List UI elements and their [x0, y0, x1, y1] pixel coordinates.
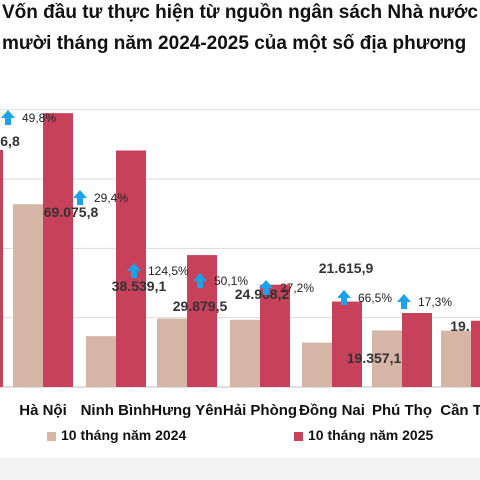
bar-2025	[260, 284, 290, 387]
bar-2024	[372, 330, 402, 387]
chart-title-line-1: Vốn đầu tư thực hiện từ nguồn ngân sách …	[2, 2, 478, 23]
category-label: Phú Thọ	[372, 402, 432, 419]
growth-arrow-icon	[193, 273, 207, 288]
data-label: 19.	[450, 318, 469, 334]
bar-2024	[230, 319, 260, 387]
category-label: Ninh Bình	[81, 402, 152, 419]
data-label: 69.075,8	[44, 204, 99, 220]
growth-arrow-icon	[397, 294, 411, 309]
bar-2024	[302, 342, 332, 387]
category-label: Đồng Nai	[299, 402, 365, 419]
growth-label: 50,1%	[214, 274, 248, 288]
bottom-strip	[0, 458, 480, 480]
chart-title-line-2: mười tháng năm 2024-2025 của một số địa …	[2, 33, 467, 54]
growth-arrow-icon	[73, 190, 87, 205]
growth-arrow-icon	[1, 110, 15, 125]
data-label: 6,8	[0, 133, 20, 149]
data-label: 21.615,9	[319, 260, 374, 276]
category-label: Cần Thơ	[440, 402, 480, 419]
bar-2024	[441, 330, 471, 387]
category-label: Hưng Yên	[151, 402, 222, 419]
bar-2025	[43, 113, 73, 387]
growth-arrow-icon	[337, 290, 351, 305]
data-label: 24.968,2	[235, 286, 290, 302]
growth-label: 27,2%	[280, 281, 314, 295]
bar-2024	[157, 318, 187, 387]
growth-label: 29,4%	[94, 191, 128, 205]
growth-arrow-icon	[127, 263, 141, 278]
legend-swatch-2025	[294, 431, 303, 441]
growth-arrow-icon	[259, 280, 273, 295]
legend-label-2024: 10 tháng năm 2024	[61, 427, 187, 443]
bar-2024	[86, 336, 116, 387]
legend-label-2025: 10 tháng năm 2025	[308, 427, 434, 443]
legend-item-2024: 10 tháng năm 2024	[47, 427, 186, 443]
bar-2025-partial	[0, 150, 3, 387]
data-label: 29.879,5	[173, 298, 228, 314]
bar-2025	[187, 255, 217, 387]
growth-label: 124,5%	[148, 264, 189, 278]
bar-2025	[402, 312, 432, 387]
category-label: Hà Nội	[19, 402, 67, 419]
legend-item-2025: 10 tháng năm 2025	[294, 427, 433, 443]
bar-2024	[13, 204, 43, 387]
legend-swatch-2024	[47, 431, 56, 441]
category-label: Hải Phòng	[223, 402, 297, 419]
bar-2025	[332, 301, 362, 387]
bar-2025	[471, 320, 480, 387]
growth-label: 17,3%	[418, 295, 452, 309]
data-label: 38.539,1	[112, 278, 167, 294]
data-label: 19.357,1	[347, 350, 402, 366]
growth-label: 49,8%	[22, 111, 56, 125]
growth-label: 66,5%	[358, 291, 392, 305]
